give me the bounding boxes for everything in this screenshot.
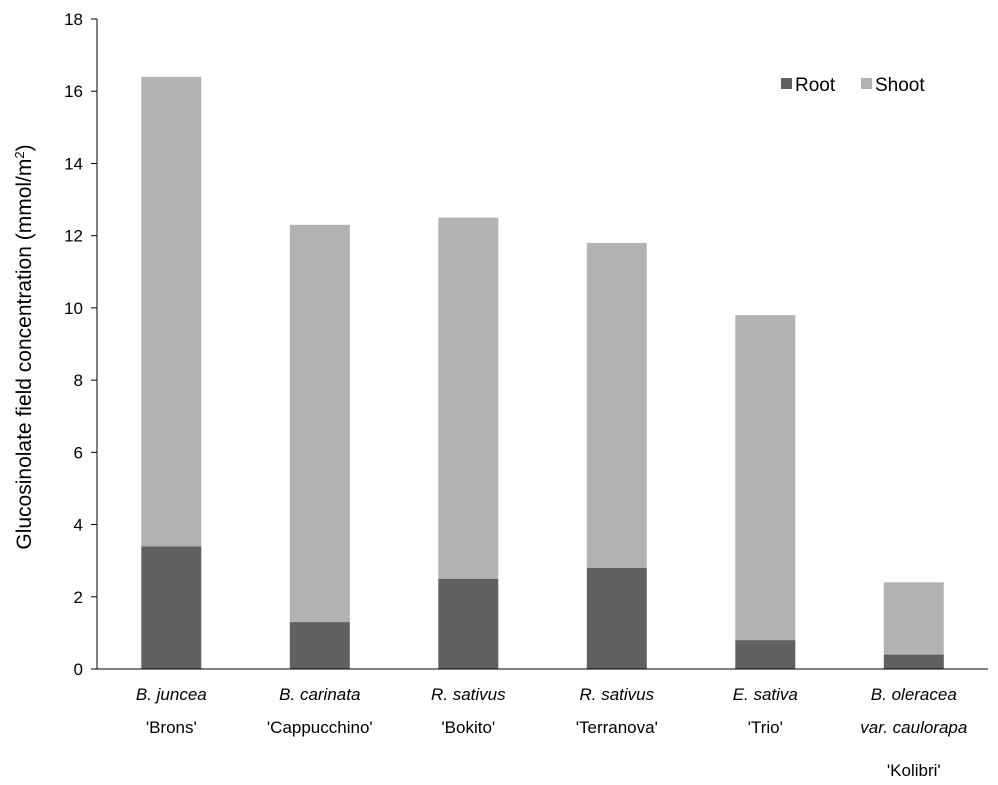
y-axis-title-end: ) [13,144,36,151]
category-label-3-line-1: 'Terranova' [576,718,658,737]
y-tick-label-4: 8 [74,371,83,390]
legend: Root Shoot [781,75,925,96]
bar-shoot-0 [141,76,202,547]
bar-root-5 [883,654,944,669]
category-label-0-line-1: 'Brons' [146,718,197,737]
bar-shoot-1 [289,224,350,623]
y-tick-label-1: 2 [74,588,83,607]
bar-root-4 [735,640,796,669]
category-label-0-line-0: B. juncea [136,685,207,704]
y-tick-label-9: 18 [64,10,83,29]
legend-label-root: Root [795,75,836,96]
y-tick-label-2: 4 [74,516,83,535]
y-tick-label-8: 16 [64,82,83,101]
bar-root-2 [438,578,499,669]
bar-shoot-4 [735,315,796,641]
category-label-2-line-1: 'Bokito' [441,718,495,737]
bar-shoot-5 [883,582,944,655]
y-tick-label-6: 12 [64,227,83,246]
category-label-2-line-0: R. sativus [431,685,506,704]
category-label-5-line-1: var. caulorapa [860,718,967,737]
bar-root-1 [289,622,350,669]
axes-layer: 0 2 4 6 8 10 12 14 16 18 [64,10,988,679]
bars-layer [141,76,944,669]
y-axis-title-superscript: 2 [12,151,27,158]
y-tick-label-7: 14 [64,154,83,173]
bar-root-3 [586,567,647,669]
bar-shoot-3 [586,242,647,568]
legend-swatch-root [781,78,792,89]
category-label-4-line-0: E. sativa [733,685,798,704]
y-axis-title-main: Glucosinolate field concentration (mmol/… [13,159,36,550]
category-label-5-line-0: B. oleracea [871,685,957,704]
category-label-1-line-1: 'Cappucchino' [267,718,373,737]
y-tick-label-5: 10 [64,299,83,318]
category-label-3-line-0: R. sativus [579,685,654,704]
category-labels: B. juncea 'Brons' B. carinata 'Cappucchino'… [136,685,967,780]
category-label-4-line-1: 'Trio' [748,718,783,737]
legend-label-shoot: Shoot [875,75,925,96]
bar-shoot-2 [438,217,499,579]
legend-swatch-shoot [861,78,872,89]
y-axis-title: Glucosinolate field concentration (mmol/… [12,144,37,549]
category-label-5-line-2: 'Kolibri' [887,761,941,780]
bar-root-0 [141,546,202,669]
category-label-1-line-0: B. carinata [279,685,360,704]
y-tick-label-3: 6 [74,443,83,462]
y-tick-label-0: 0 [74,660,83,679]
